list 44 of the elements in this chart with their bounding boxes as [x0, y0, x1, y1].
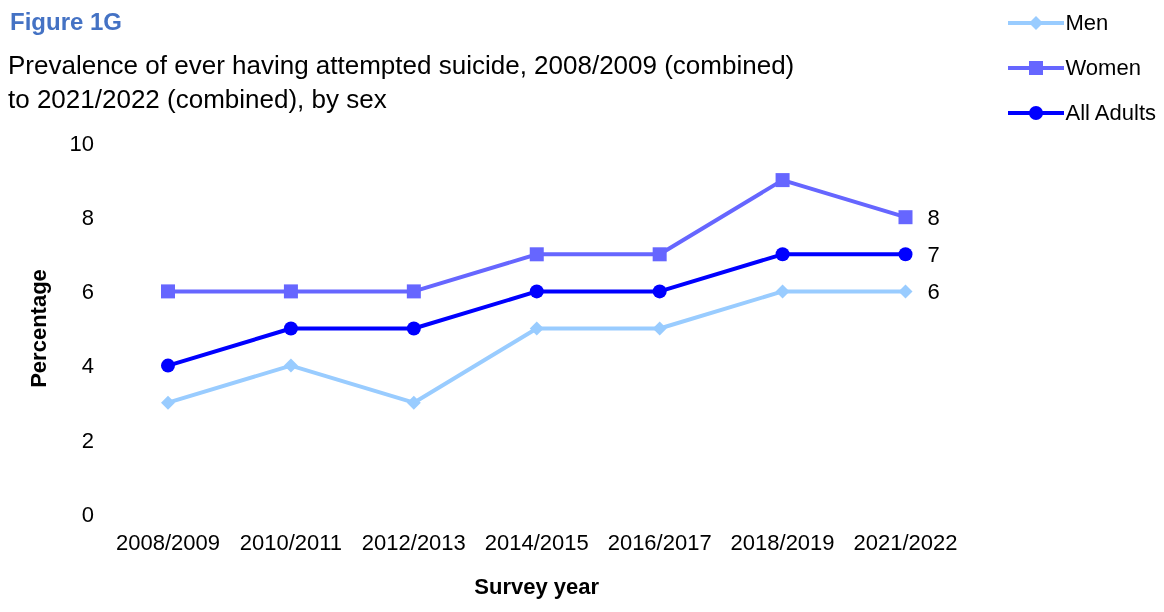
point [283, 284, 298, 299]
point [161, 284, 175, 299]
point [775, 284, 790, 299]
data-label: 6 [927, 279, 940, 305]
legend-label: All Adults [1065, 99, 1156, 126]
point [406, 284, 421, 299]
legend-label: Men [1065, 9, 1109, 36]
chart-subtitle: Prevalence of ever having attempted suicide, 2008/2009 (combined) to 2021/2022 (combined), by sex [8, 49, 796, 116]
point [652, 321, 667, 336]
point [898, 210, 913, 225]
legend-label: Women [1065, 54, 1141, 81]
data-label: 8 [927, 205, 940, 231]
y-axis-title: Percentage [25, 269, 51, 388]
point [652, 284, 667, 299]
y-tick-label: 2 [81, 427, 94, 453]
point [775, 247, 790, 262]
x-tick-label: 2012/2013 [361, 529, 466, 555]
y-tick-label: 8 [81, 205, 94, 231]
x-tick-label: 2014/2015 [484, 529, 589, 555]
point [529, 321, 544, 336]
x-tick-label: 2008/2009 [116, 529, 220, 555]
point [161, 358, 175, 373]
y-tick-label: 6 [81, 279, 94, 305]
point [529, 247, 544, 262]
point [406, 395, 421, 410]
point [652, 247, 667, 262]
y-tick-label: 4 [81, 353, 94, 379]
data-label: 7 [927, 242, 940, 268]
x-tick-label: 2021/2022 [853, 529, 958, 555]
x-tick-label: 2018/2019 [730, 529, 835, 555]
point [775, 173, 790, 188]
point [161, 395, 175, 410]
point [283, 321, 298, 336]
y-tick-label: 10 [69, 130, 94, 156]
point [898, 247, 913, 262]
chart-title: Figure 1G [10, 8, 123, 36]
point [529, 284, 544, 299]
point [898, 284, 913, 299]
x-axis-title: Survey year [474, 574, 600, 599]
x-tick-label: 2016/2017 [607, 529, 712, 555]
point [283, 358, 298, 373]
point [406, 321, 421, 336]
y-tick-label: 0 [81, 501, 94, 527]
x-tick-label: 2010/2011 [239, 529, 343, 555]
